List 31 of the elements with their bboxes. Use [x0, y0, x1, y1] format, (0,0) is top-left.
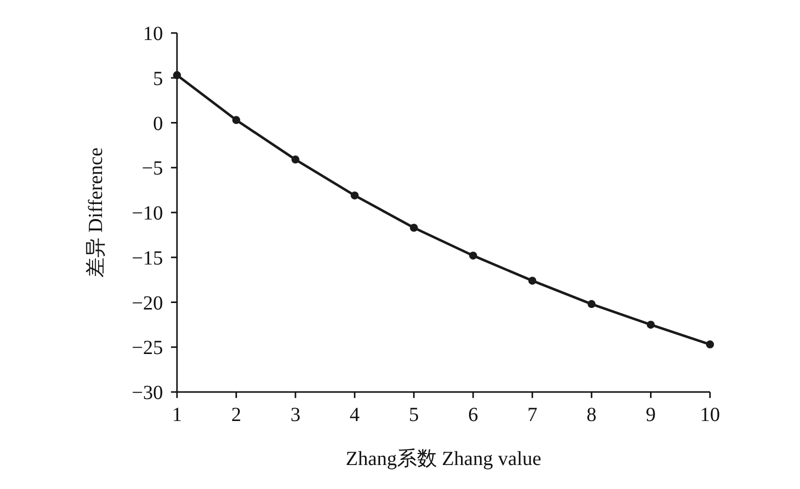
x-tick-label: 10 — [700, 404, 720, 426]
x-tick-label: 2 — [231, 404, 242, 426]
point — [410, 224, 418, 232]
x-tick-label: 8 — [586, 404, 597, 426]
x-tick-label: 1 — [172, 404, 182, 426]
y-tick-label: 0 — [153, 112, 163, 135]
x-tick-label: 5 — [408, 404, 419, 426]
point — [646, 320, 655, 329]
point — [350, 191, 359, 200]
x-tick-label: 4 — [350, 404, 360, 426]
x-tick-label: 6 — [468, 404, 478, 426]
point — [232, 116, 240, 124]
point — [469, 252, 478, 260]
point — [528, 276, 536, 285]
x-tick-label: 3 — [290, 404, 300, 426]
y-tick-label: −20 — [132, 292, 163, 314]
y-tick-label: −10 — [132, 202, 163, 224]
y-tick-label: −5 — [142, 158, 163, 180]
y-tick-label: 5 — [153, 68, 163, 90]
point — [291, 156, 300, 164]
x-tick-label: 9 — [646, 404, 656, 426]
y-tick-label: −25 — [132, 337, 163, 360]
y-axis-title: 差异 Difference — [85, 147, 107, 278]
y-tick-label: −15 — [132, 247, 163, 270]
x-tick-label: 7 — [527, 404, 538, 426]
y-tick-label: −30 — [132, 382, 163, 404]
point — [706, 340, 714, 348]
point — [173, 71, 181, 80]
y-tick-label: 10 — [143, 23, 163, 45]
point — [588, 300, 596, 308]
x-axis-title: Zhang系数 Zhang value — [346, 448, 542, 470]
